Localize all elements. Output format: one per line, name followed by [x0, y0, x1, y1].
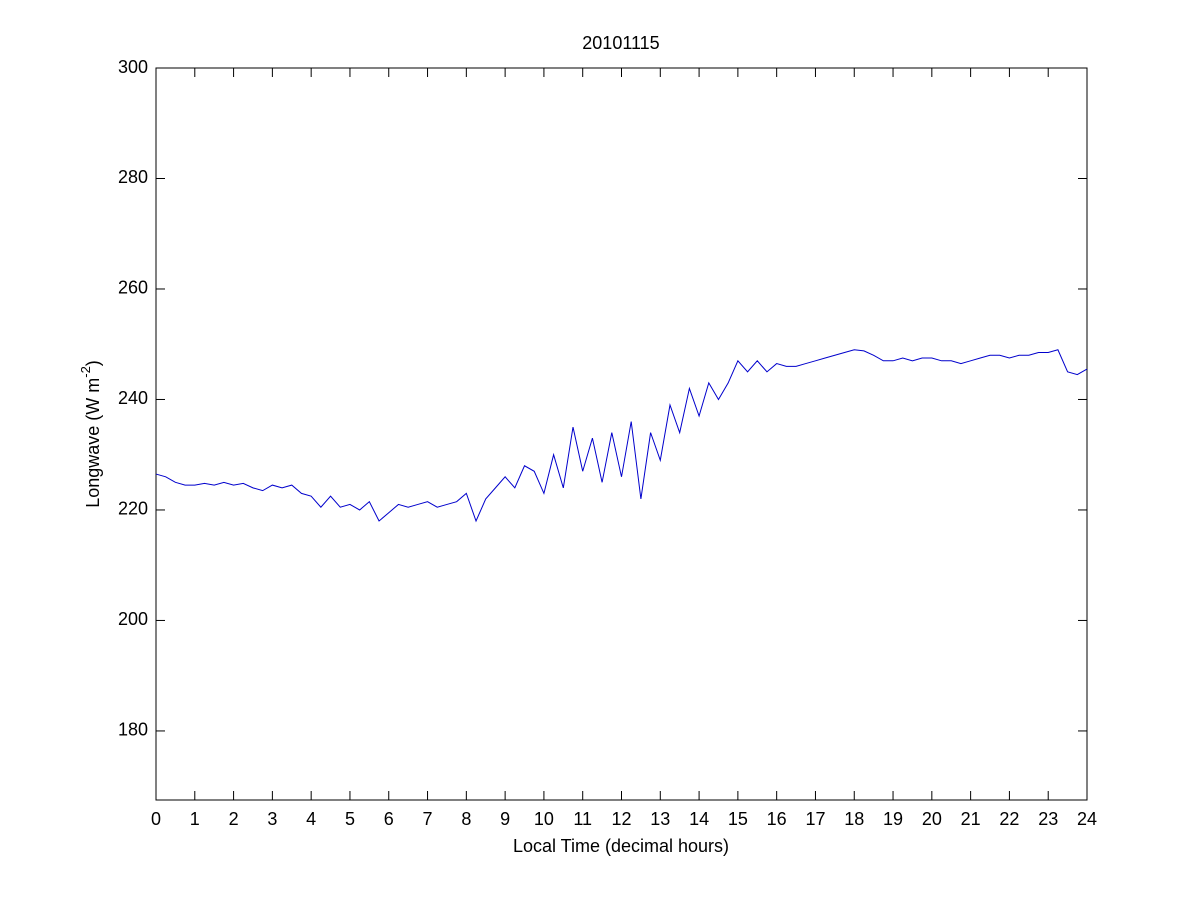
plot-frame [155, 67, 1088, 801]
x-tick-label: 0 [151, 809, 161, 829]
y-tick-label: 180 [118, 720, 148, 740]
x-tick-label: 6 [384, 809, 394, 829]
x-tick-label: 18 [844, 809, 864, 829]
x-tick-label: 9 [500, 809, 510, 829]
x-tick-label: 3 [267, 809, 277, 829]
data-line [155, 349, 1088, 523]
x-tick-label: 17 [805, 809, 825, 829]
y-axis-label-superscript: -2 [78, 366, 93, 378]
y-tick-label: 220 [118, 499, 148, 519]
x-tick-label: 4 [306, 809, 316, 829]
x-tick-label: 2 [229, 809, 239, 829]
y-tick-label: 200 [118, 609, 148, 629]
y-tick-label: 300 [118, 57, 148, 77]
y-tick-label: 240 [118, 388, 148, 408]
x-tick-label: 21 [961, 809, 981, 829]
x-tick-label: 11 [573, 809, 592, 829]
x-tick-label: 13 [650, 809, 670, 829]
x-axis-label: Local Time (decimal hours) [513, 836, 729, 856]
y-axis-label: Longwave (W m-2) [78, 360, 102, 508]
y-axis-label-suffix: ) [83, 360, 103, 366]
x-tick-label: 12 [611, 809, 631, 829]
y-axis-label-text: Longwave (W m [83, 378, 103, 508]
x-tick-label: 15 [728, 809, 748, 829]
x-tick-label: 19 [883, 809, 903, 829]
x-tick-label: 14 [689, 809, 709, 829]
x-tick-label: 8 [461, 809, 471, 829]
x-tick-label: 7 [423, 809, 433, 829]
y-tick-label: 260 [118, 278, 148, 298]
x-tick-label: 10 [534, 809, 554, 829]
x-tick-label: 20 [922, 809, 942, 829]
chart-title: 20101115 [582, 33, 659, 53]
x-tick-label: 1 [190, 809, 200, 829]
y-tick-label: 280 [118, 167, 148, 187]
x-tick-label: 5 [345, 809, 355, 829]
x-tick-label: 22 [999, 809, 1019, 829]
x-tick-label: 23 [1038, 809, 1058, 829]
x-tick-label: 16 [767, 809, 787, 829]
x-tick-label: 24 [1077, 809, 1097, 829]
